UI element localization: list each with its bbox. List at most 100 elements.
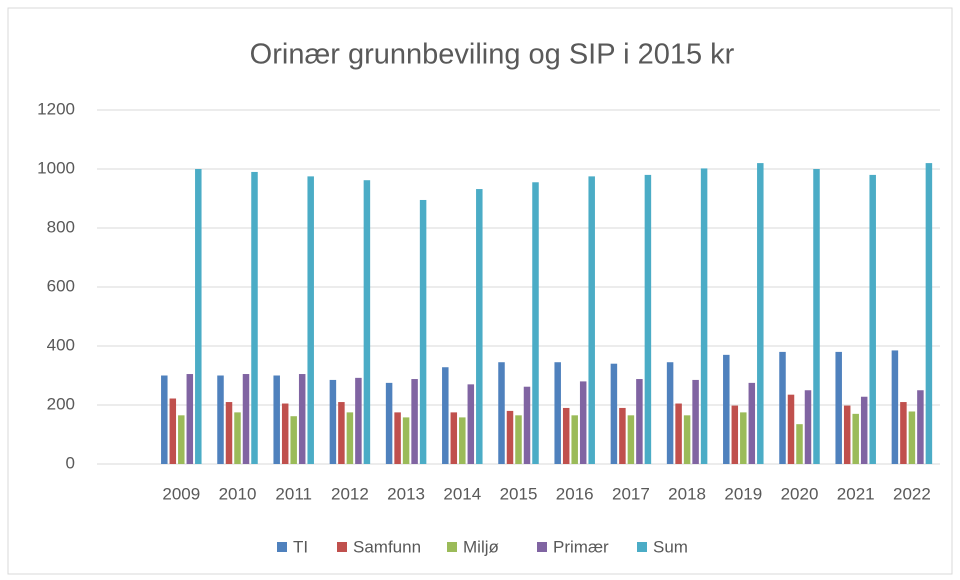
y-tick-label: 800: [47, 217, 75, 236]
bar: [675, 403, 682, 464]
bar: [723, 354, 730, 464]
bar: [195, 169, 202, 464]
bar: [338, 402, 345, 464]
bar: [217, 375, 224, 464]
bar: [385, 382, 393, 464]
bar: [242, 374, 250, 464]
chart-title: Orinær grunnbeviling og SIP i 2015 kr: [250, 39, 735, 71]
bar: [459, 417, 466, 464]
x-tick-label: 2021: [837, 484, 875, 503]
x-tick-label: 2018: [668, 484, 706, 503]
bar: [178, 415, 185, 464]
x-tick-label: 2015: [500, 484, 538, 503]
legend-swatch: [537, 542, 547, 552]
bar: [891, 350, 899, 464]
bar: [835, 351, 842, 464]
bar: [307, 176, 314, 464]
bar: [346, 412, 354, 464]
x-tick-label: 2017: [612, 484, 650, 503]
bar: [515, 415, 522, 464]
bar: [860, 396, 868, 464]
y-tick-label: 1000: [37, 158, 75, 177]
bar: [852, 413, 859, 464]
x-tick-label: 2019: [724, 484, 762, 503]
legend-swatch: [337, 542, 347, 552]
bar: [402, 417, 410, 464]
x-tick-label: 2009: [162, 484, 200, 503]
x-tick-label: 2013: [387, 484, 425, 503]
bar: [281, 403, 289, 464]
bar: [627, 415, 635, 464]
bar: [779, 351, 786, 464]
bar: [506, 410, 514, 464]
bar: [161, 375, 168, 464]
y-tick-label: 200: [47, 394, 75, 413]
bar: [610, 363, 618, 464]
x-tick-label: 2022: [893, 484, 931, 503]
bar: [394, 412, 401, 464]
bar: [467, 384, 475, 464]
bar: [273, 375, 280, 464]
bar: [666, 362, 674, 464]
bar: [476, 189, 483, 464]
bar: [571, 415, 578, 464]
x-tick-label: 2014: [443, 484, 481, 503]
bar: [692, 379, 699, 464]
bar: [363, 180, 371, 464]
bar: [804, 390, 812, 464]
x-tick-label: 2020: [781, 484, 819, 503]
bar: [636, 379, 643, 464]
bar: [787, 394, 795, 464]
legend-swatch: [447, 542, 457, 552]
bar: [554, 362, 561, 464]
bar: [225, 402, 233, 464]
bar: [562, 407, 570, 464]
bar: [329, 379, 337, 464]
legend-label: Primær: [553, 537, 609, 556]
y-tick-label: 1200: [37, 99, 75, 118]
bar: [298, 374, 306, 464]
legend-label: TI: [293, 537, 308, 556]
bar: [757, 163, 764, 464]
legend-swatch: [637, 542, 647, 552]
bar: [186, 374, 194, 464]
bar: [908, 411, 916, 464]
bar: [419, 199, 427, 464]
legend-label: Sum: [653, 537, 688, 556]
bar: [411, 379, 418, 464]
bar: [843, 405, 851, 464]
bar: [700, 168, 708, 464]
bar: [740, 412, 747, 464]
bar: [169, 398, 177, 464]
legend-swatch: [277, 542, 287, 552]
bar: [579, 381, 587, 464]
bar: [925, 163, 933, 464]
y-tick-label: 400: [47, 335, 75, 354]
x-tick-label: 2011: [275, 484, 312, 503]
bar: [644, 174, 652, 464]
bar: [813, 169, 820, 464]
legend-label: Samfunn: [353, 537, 421, 556]
bar: [234, 412, 241, 464]
y-tick-label: 0: [66, 453, 75, 472]
bar: [498, 362, 505, 464]
bar: [731, 405, 739, 464]
bar: [251, 171, 258, 464]
y-tick-label: 600: [47, 276, 75, 295]
bar: [290, 416, 297, 464]
bar: [917, 390, 924, 464]
bar: [683, 415, 691, 464]
x-tick-label: 2016: [556, 484, 594, 503]
x-tick-label: 2012: [331, 484, 369, 503]
bar: [748, 382, 756, 464]
bar: [355, 377, 362, 464]
bar: [796, 424, 803, 464]
bar: [442, 367, 449, 464]
bar: [532, 182, 539, 464]
bar: [588, 176, 595, 464]
legend-label: Miljø: [463, 537, 499, 556]
x-tick-label: 2010: [219, 484, 257, 503]
bar: [869, 174, 876, 464]
bar: [619, 407, 626, 464]
